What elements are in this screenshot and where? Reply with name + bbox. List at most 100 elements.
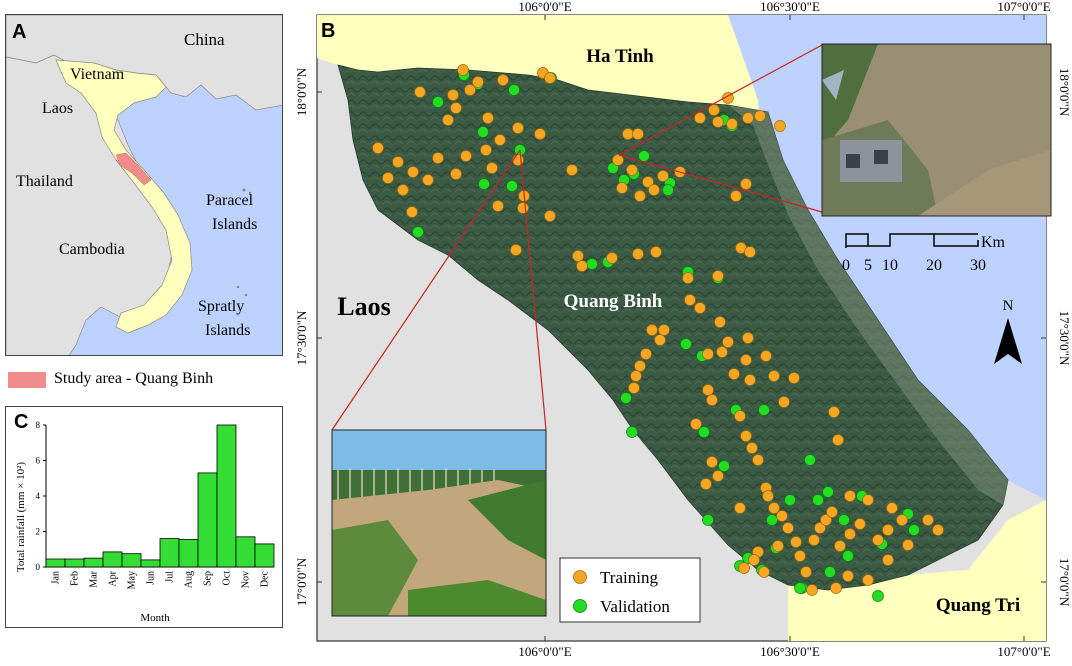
training-point [722,92,734,104]
training-point [447,89,459,101]
training-point [814,522,826,534]
bar-dec [254,543,275,568]
panel-b-study-area-map: 106°0'0"E 106°30'0"E 107°0'0"E 106°0'0"E… [288,0,1072,661]
ha-tinh-area [317,15,758,112]
validation-point [638,150,650,162]
training-point [628,382,640,394]
training-point [730,190,742,202]
validation-point [794,582,806,594]
legend-validation-label: Validation [600,597,670,616]
bar-nov [235,536,256,568]
training-point [658,324,670,336]
scale-tick-0: 0 [842,257,850,274]
lon-label-106: 106°0'0"E [518,0,571,14]
training-point [748,554,760,566]
training-point [442,114,454,126]
validation-point [872,590,884,602]
training-point [406,206,418,218]
training-point [746,442,758,454]
training-point [634,190,646,202]
training-point [482,112,494,124]
training-point [566,164,578,176]
legend-validation-marker [573,599,587,613]
panel-c-label: C [14,411,29,433]
training-point [842,570,854,582]
validation-point [478,178,490,190]
training-point [758,566,770,578]
label-thailand: Thailand [16,173,73,190]
lat-label-17: 17°0'0"N [294,557,309,606]
x-tick-label-aug: Aug [184,571,195,588]
training-point [740,430,752,442]
training-point [432,152,444,164]
study-area-legend-text: Study area - Quang Binh [54,370,214,387]
label-vietnam: Vietnam [70,66,125,83]
training-point [828,406,840,418]
study-area-shape [115,152,152,186]
training-point [630,370,642,382]
rainfall-chart-svg: Total rainfall (mm × 10²) Month 0 2 4 6 8 Jan… [15,420,275,624]
training-point [834,540,846,552]
bar-jun [140,559,161,568]
training-point [486,162,498,174]
training-point [572,250,584,262]
training-point [708,104,720,116]
training-point [407,166,419,178]
training-point [457,64,469,76]
bar-sep [197,472,218,568]
training-point [740,178,752,190]
validation-point [508,84,520,96]
validation-point [506,180,518,192]
y-axis-label: Total rainfall (mm × 10²) [15,462,27,572]
training-point [768,502,780,514]
training-point [632,128,644,140]
validation-point [477,126,489,138]
training-point [706,394,718,406]
validation-point [758,404,770,416]
training-point [902,539,914,551]
vietnam-land [55,59,193,334]
lon-label-10630: 106°30'0"E [760,0,820,14]
training-point [744,246,756,258]
scale-tick-5: 5 [864,257,872,274]
x-tick-label-sep: Sep [203,571,214,586]
panel-a-regional-map: China Vietnam Laos Thailand Cambodia Par… [5,14,283,356]
training-point [472,76,484,88]
training-point [716,346,728,358]
training-point [512,122,524,134]
training-point [494,134,506,146]
validation-point [824,566,836,578]
training-point [626,164,638,176]
training-point [372,142,384,154]
training-point [654,334,666,346]
training-point [714,316,726,328]
lon-label-107: 107°0'0"E [997,0,1050,14]
training-point [480,144,492,156]
bar-mar [83,557,104,568]
landslide-photo-2 [331,429,547,617]
bar-oct [216,424,237,568]
panel-c-rainfall-chart: C Total rainfall (mm × 10²) Month 0 2 4 6 8 J… [5,406,283,628]
label-china: China [184,30,225,49]
training-point [712,470,724,482]
training-point [932,524,944,536]
validation-point [822,486,834,498]
training-point [650,246,662,258]
label-paracel: Paracel [206,192,254,209]
training-point [862,574,874,586]
training-point [832,434,844,446]
training-point [492,200,504,212]
training-point [726,118,738,130]
training-point [682,272,694,284]
x-tick-label-feb: Feb [70,571,81,586]
validation-point [432,96,444,108]
training-point [722,336,734,348]
training-point [862,494,874,506]
training-point [774,120,786,132]
training-point [642,176,654,188]
training-point [740,354,752,366]
training-point [517,202,529,214]
validation-point [804,454,816,466]
y-tick-label: 2 [36,527,41,537]
lat-label-1730: 17°30'0"N [294,310,309,365]
